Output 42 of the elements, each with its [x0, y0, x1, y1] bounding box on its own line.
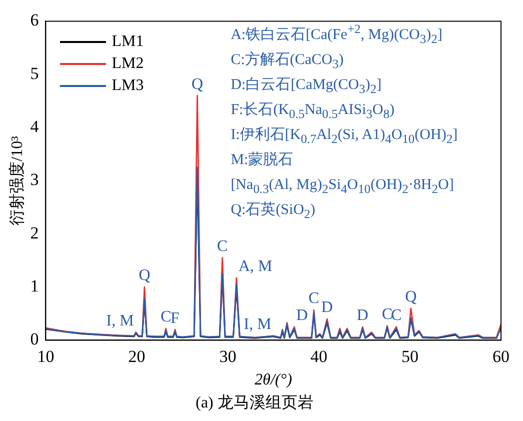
- annotation: D: [321, 299, 333, 316]
- annotation: Q: [192, 76, 204, 93]
- annotation: D: [356, 307, 368, 324]
- y-tick-label: 6: [30, 10, 39, 30]
- annotation: C: [217, 238, 228, 255]
- y-tick-label: 5: [30, 64, 39, 83]
- text: (a) 龙马溪组页岩: [196, 394, 314, 412]
- annotation: F: [170, 310, 180, 327]
- annotation: M:蒙脱石: [230, 150, 294, 170]
- y-tick-label: 3: [30, 170, 39, 190]
- y-tick-label: 2: [30, 223, 39, 242]
- annotation: A:铁白云石[Ca(Fe$^{+2}$, Mg)(CO$_{3}$)$_{2}$]: [230, 22, 444, 48]
- annotation: I, M: [106, 312, 134, 330]
- text: [Na$_{0.3}$(Al, Mg)$_{2}$Si$_{4}$O$_{10}$(OH)$_{2}$·8H$_{2}$O]: [230, 177, 454, 196]
- legend-label: LM2: [112, 55, 144, 74]
- annotation: Q:石英(SiO$_{2}$): [230, 200, 316, 224]
- annotation: C:方解石(CaCO$_{3}$): [230, 50, 345, 74]
- annotation: Q: [405, 288, 418, 306]
- x-axis-title: 2θ/(°): [254, 371, 292, 388]
- annotation: C: [308, 290, 320, 308]
- legend-label: LM3: [112, 77, 144, 96]
- y-tick-label: 0: [30, 330, 39, 349]
- y-tick-label: 4: [30, 117, 40, 136]
- x-tick-label: 60: [492, 346, 510, 366]
- annotation: A, M: [238, 258, 272, 276]
- x-tick-label: 50: [401, 346, 418, 366]
- x-tick-label: 10: [37, 346, 54, 366]
- x-tick-label: 40: [310, 346, 328, 366]
- annotation: I, M: [244, 316, 272, 334]
- text: F:长石(K$_{0.5}$Na$_{0.5}$AISi$_{3}$O$_{8}$): [230, 102, 394, 122]
- y-axis-title: 衍射强度/10³: [8, 136, 26, 226]
- annotation: C: [390, 307, 402, 324]
- text: I:伊利石[K$_{0.7}$Al$_{2}$(Si, A1)$_{4}$O$_{10}$(OH)$_{2}$]: [230, 127, 458, 146]
- x-tick-label: 30: [219, 346, 236, 366]
- y-tick-label: 1: [30, 276, 39, 296]
- annotation: D: [296, 307, 308, 324]
- x-tick-label: 20: [128, 346, 146, 366]
- annotation: Q: [138, 267, 151, 284]
- legend-label: LM1: [112, 33, 144, 52]
- annotation: C: [382, 306, 393, 324]
- annotation: D:白云石[CaMg(CO$_{3}$)$_{2}$]: [230, 76, 383, 98]
- annotation: C: [160, 308, 172, 326]
